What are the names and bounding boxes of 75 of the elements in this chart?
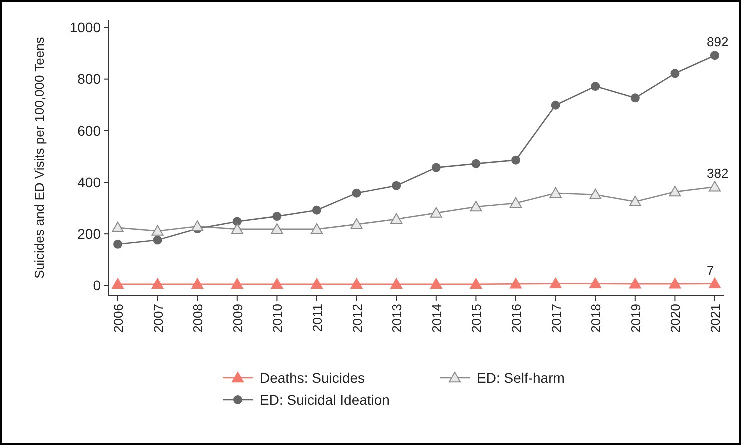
point (709, 278, 721, 288)
x-tick-label: 2021 (708, 304, 723, 333)
point (629, 278, 642, 289)
point (470, 201, 482, 212)
point (112, 278, 124, 290)
point (311, 278, 323, 290)
x-tick-label: 2013 (390, 304, 405, 333)
point (551, 100, 560, 110)
x-tick-label: 2020 (668, 304, 684, 333)
point (510, 278, 522, 289)
x-tick-label: 2018 (588, 304, 604, 333)
x-tick-label: 2006 (111, 304, 126, 333)
y-tick-label: 1000 (70, 20, 102, 36)
point (629, 196, 642, 206)
point (710, 51, 720, 60)
y-tick-label: 800 (78, 71, 102, 88)
point (669, 186, 682, 197)
point (152, 225, 164, 236)
point (350, 218, 363, 230)
point (670, 69, 680, 78)
y-tick-label: 200 (78, 226, 102, 242)
point (271, 223, 284, 234)
x-tick-label: 2007 (150, 304, 166, 333)
point (630, 94, 640, 103)
x-tick-label: 2014 (429, 304, 444, 333)
point (231, 278, 244, 290)
point (510, 197, 522, 208)
point (272, 212, 282, 222)
point (550, 278, 562, 288)
point (312, 206, 322, 215)
point (472, 159, 481, 168)
point (470, 278, 482, 290)
x-tick-label: 2017 (548, 304, 564, 333)
data-label: 7 (707, 262, 714, 278)
point (550, 187, 562, 198)
point (231, 223, 244, 234)
point (430, 207, 442, 218)
point (590, 278, 602, 288)
x-tick-label: 2016 (509, 304, 524, 333)
x-tick-label: 2010 (270, 304, 286, 333)
point (430, 278, 442, 290)
x-tick-label: 2009 (230, 304, 246, 333)
x-tick-label: 2015 (469, 304, 484, 333)
legend-label: ED: Self-harm (477, 370, 565, 386)
legend-label: Deaths: Suicides (260, 370, 366, 386)
point (311, 223, 323, 234)
point (512, 156, 520, 165)
point (709, 181, 721, 192)
point (152, 278, 164, 290)
point (192, 220, 204, 232)
x-tick-label: 2019 (628, 304, 644, 333)
point (392, 181, 402, 190)
x-tick-label: 2012 (350, 304, 365, 333)
point (350, 278, 363, 290)
y-tick-label: 0 (93, 278, 102, 294)
point (112, 222, 124, 233)
point (352, 188, 362, 198)
point (390, 213, 403, 224)
legend-label: ED: Suicidal Ideation (260, 392, 390, 408)
x-tick-label: 2011 (310, 304, 325, 332)
data-label: 892 (707, 34, 729, 50)
point (432, 163, 441, 172)
point (590, 188, 602, 200)
y-tick-label: 600 (78, 122, 102, 139)
x-tick-label: 2008 (190, 304, 206, 333)
point (390, 278, 403, 290)
point (153, 236, 162, 245)
point (591, 82, 600, 92)
point (114, 240, 122, 249)
y-axis-title: Suicides and ED Visits per 100,000 Teens (32, 36, 47, 279)
point (192, 278, 204, 290)
point (271, 278, 284, 290)
y-tick-label: 400 (78, 174, 102, 190)
data-label: 382 (707, 166, 729, 182)
point (669, 278, 682, 289)
